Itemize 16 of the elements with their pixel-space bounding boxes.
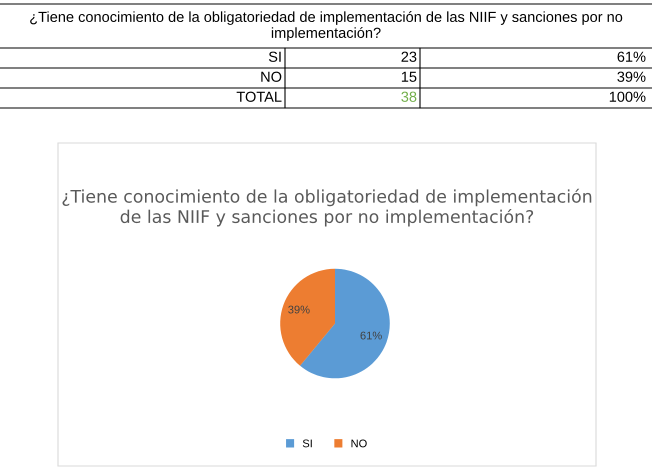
text: 38 bbox=[401, 92, 416, 102]
pie-slice bbox=[280, 268, 335, 366]
data-label: 39% bbox=[288, 306, 310, 314]
text: ¿Tiene conocimiento de la obligatoriedad de implementación de las NIIF y sanciones por no implementación? bbox=[30, 11, 622, 41]
text: 15 bbox=[402, 72, 416, 82]
text: 61% bbox=[618, 52, 646, 62]
text: TOTAL bbox=[236, 92, 282, 102]
legend-label: NO bbox=[351, 439, 367, 448]
text: SI bbox=[268, 52, 281, 62]
text: NO bbox=[261, 72, 282, 82]
data-label: 61% bbox=[360, 332, 382, 340]
text: 23 bbox=[402, 52, 416, 62]
legend-label: SI bbox=[302, 439, 312, 448]
text: 39% bbox=[617, 72, 646, 82]
chart-title: ¿Tiene conocimiento de la obligatoriedad de implementación de las NIIF y sanciones por no implementación? bbox=[62, 188, 592, 226]
text: 100% bbox=[610, 92, 646, 102]
